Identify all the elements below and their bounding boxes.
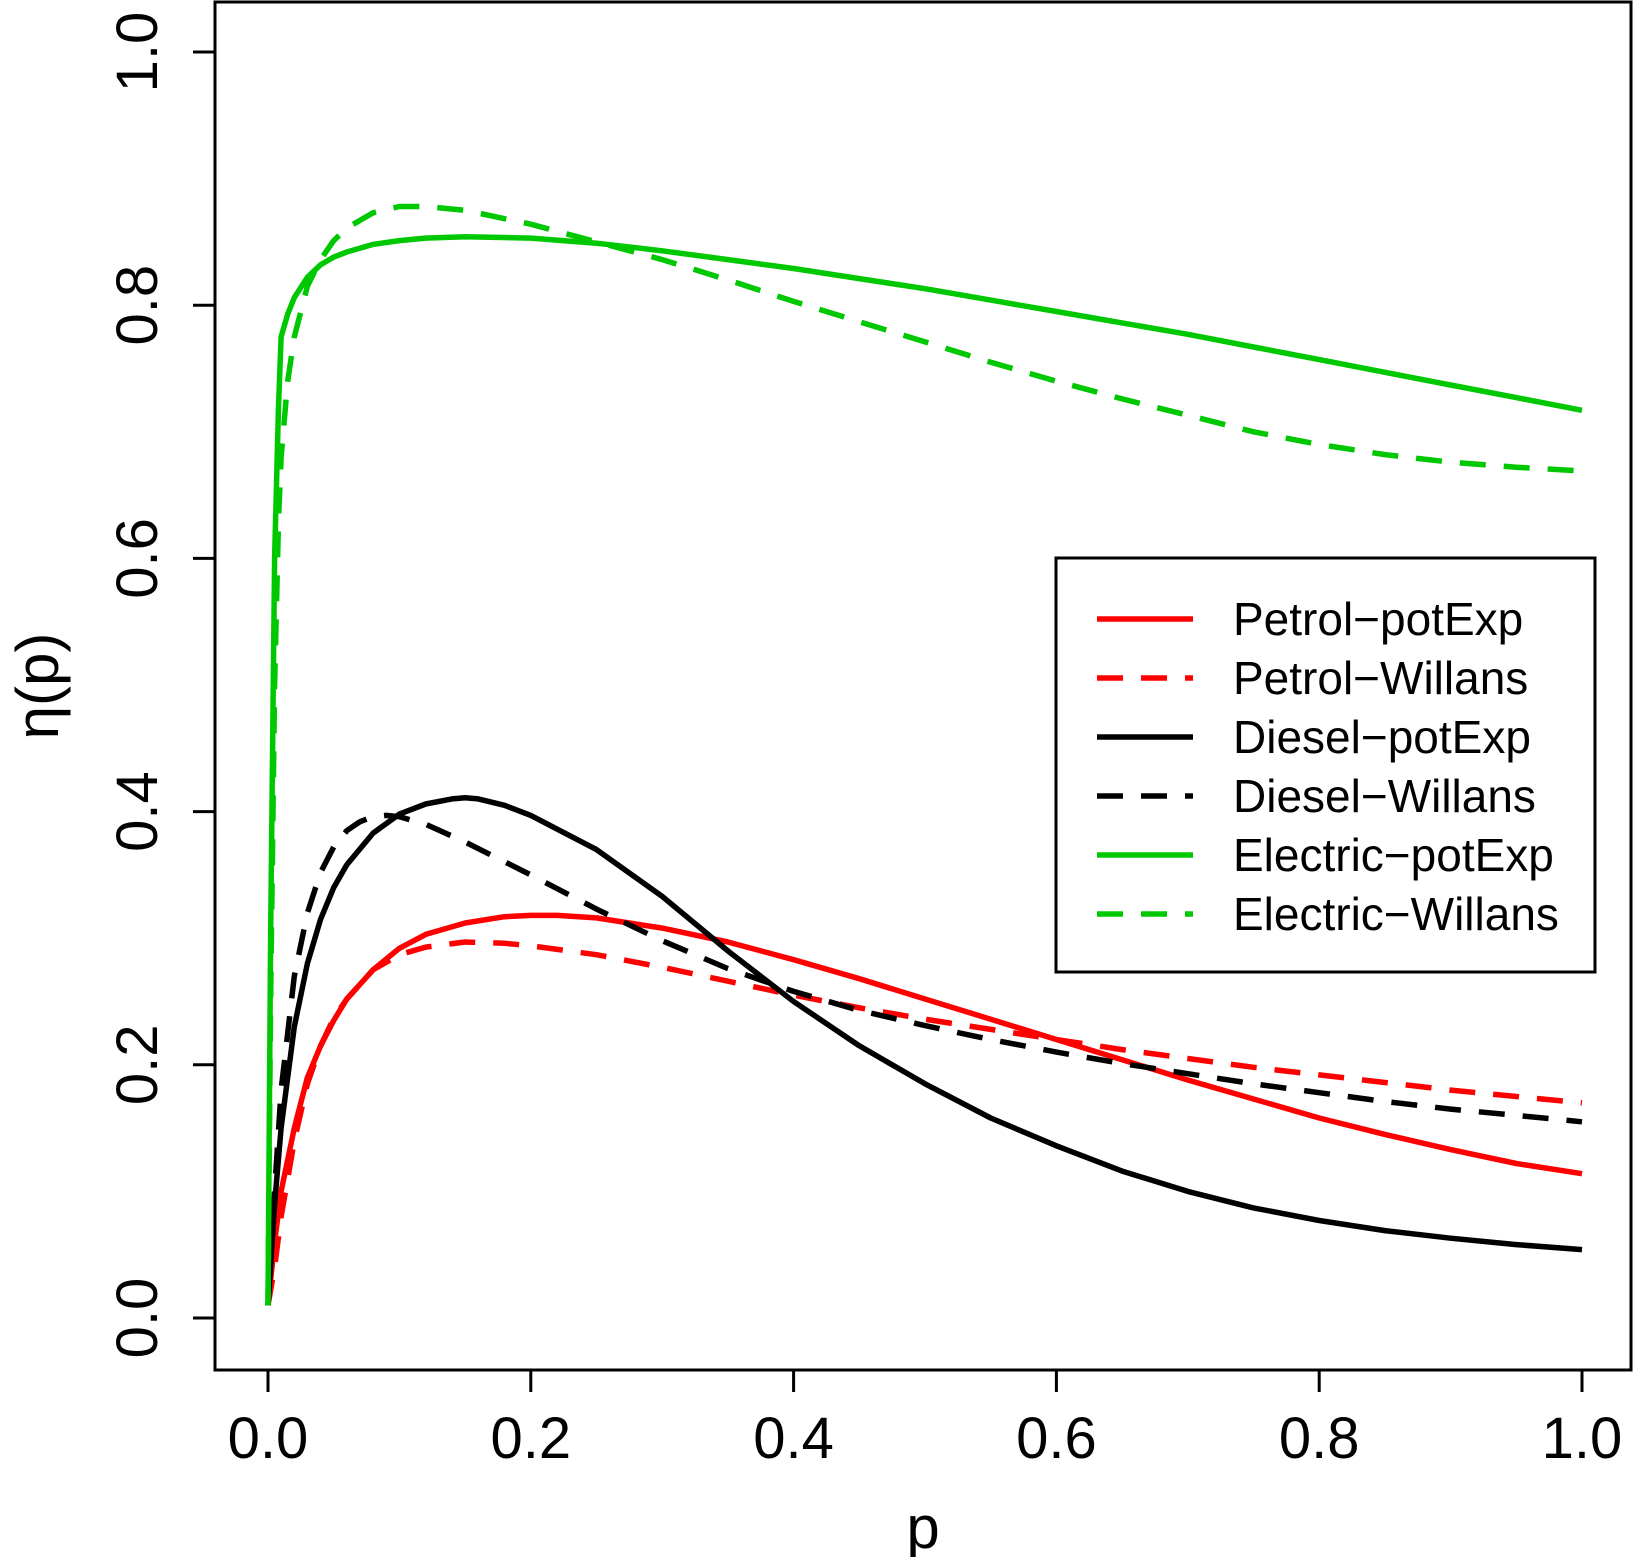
legend-label-petrol-potexp: Petrol−potExp xyxy=(1233,593,1523,645)
series-line-petrol-potexp xyxy=(265,912,1583,1306)
x-tick-label: 0.0 xyxy=(228,1406,309,1471)
legend-box xyxy=(1054,556,1597,974)
y-tick-label: 1.0 xyxy=(105,12,170,93)
x-axis: 0.0 0.2 0.4 0.6 0.8 1.0 xyxy=(228,1368,1623,1471)
y-axis-title: η(p) xyxy=(4,633,71,740)
series-line-petrol-willans xyxy=(265,939,1583,1306)
legend-label-electric-potexp: Electric−potExp xyxy=(1233,829,1554,881)
x-tick-label: 0.6 xyxy=(1016,1406,1097,1471)
series-line-diesel-potexp xyxy=(265,794,1583,1306)
y-tick-label: 0.6 xyxy=(105,518,170,599)
x-tick-label: 1.0 xyxy=(1542,1406,1623,1471)
legend-label-petrol-willans: Petrol−Willans xyxy=(1233,652,1528,704)
series-layer xyxy=(265,203,1583,1306)
legend-label-diesel-potexp: Diesel−potExp xyxy=(1233,711,1531,763)
x-axis-title: p xyxy=(906,1494,939,1557)
y-tick-label: 0.2 xyxy=(105,1024,170,1105)
legend-label-electric-willans: Electric−Willans xyxy=(1233,888,1559,940)
x-tick-label: 0.8 xyxy=(1279,1406,1360,1471)
legend: Petrol−potExp Petrol−Willans Diesel−potExp… xyxy=(1054,556,1597,974)
legend-label-diesel-willans: Diesel−Willans xyxy=(1233,770,1536,822)
x-tick-label: 0.2 xyxy=(490,1406,571,1471)
y-tick-label: 0.4 xyxy=(105,771,170,852)
x-tick-label: 0.4 xyxy=(753,1406,834,1471)
series-line-diesel-willans xyxy=(265,812,1583,1306)
y-axis: 0.0 0.2 0.4 0.6 0.8 1.0 xyxy=(105,12,217,1359)
y-tick-label: 0.0 xyxy=(105,1278,170,1359)
y-tick-label: 0.8 xyxy=(105,265,170,346)
series-line-electric-potexp xyxy=(265,234,1583,1306)
series-line-electric-willans xyxy=(265,203,1583,1306)
